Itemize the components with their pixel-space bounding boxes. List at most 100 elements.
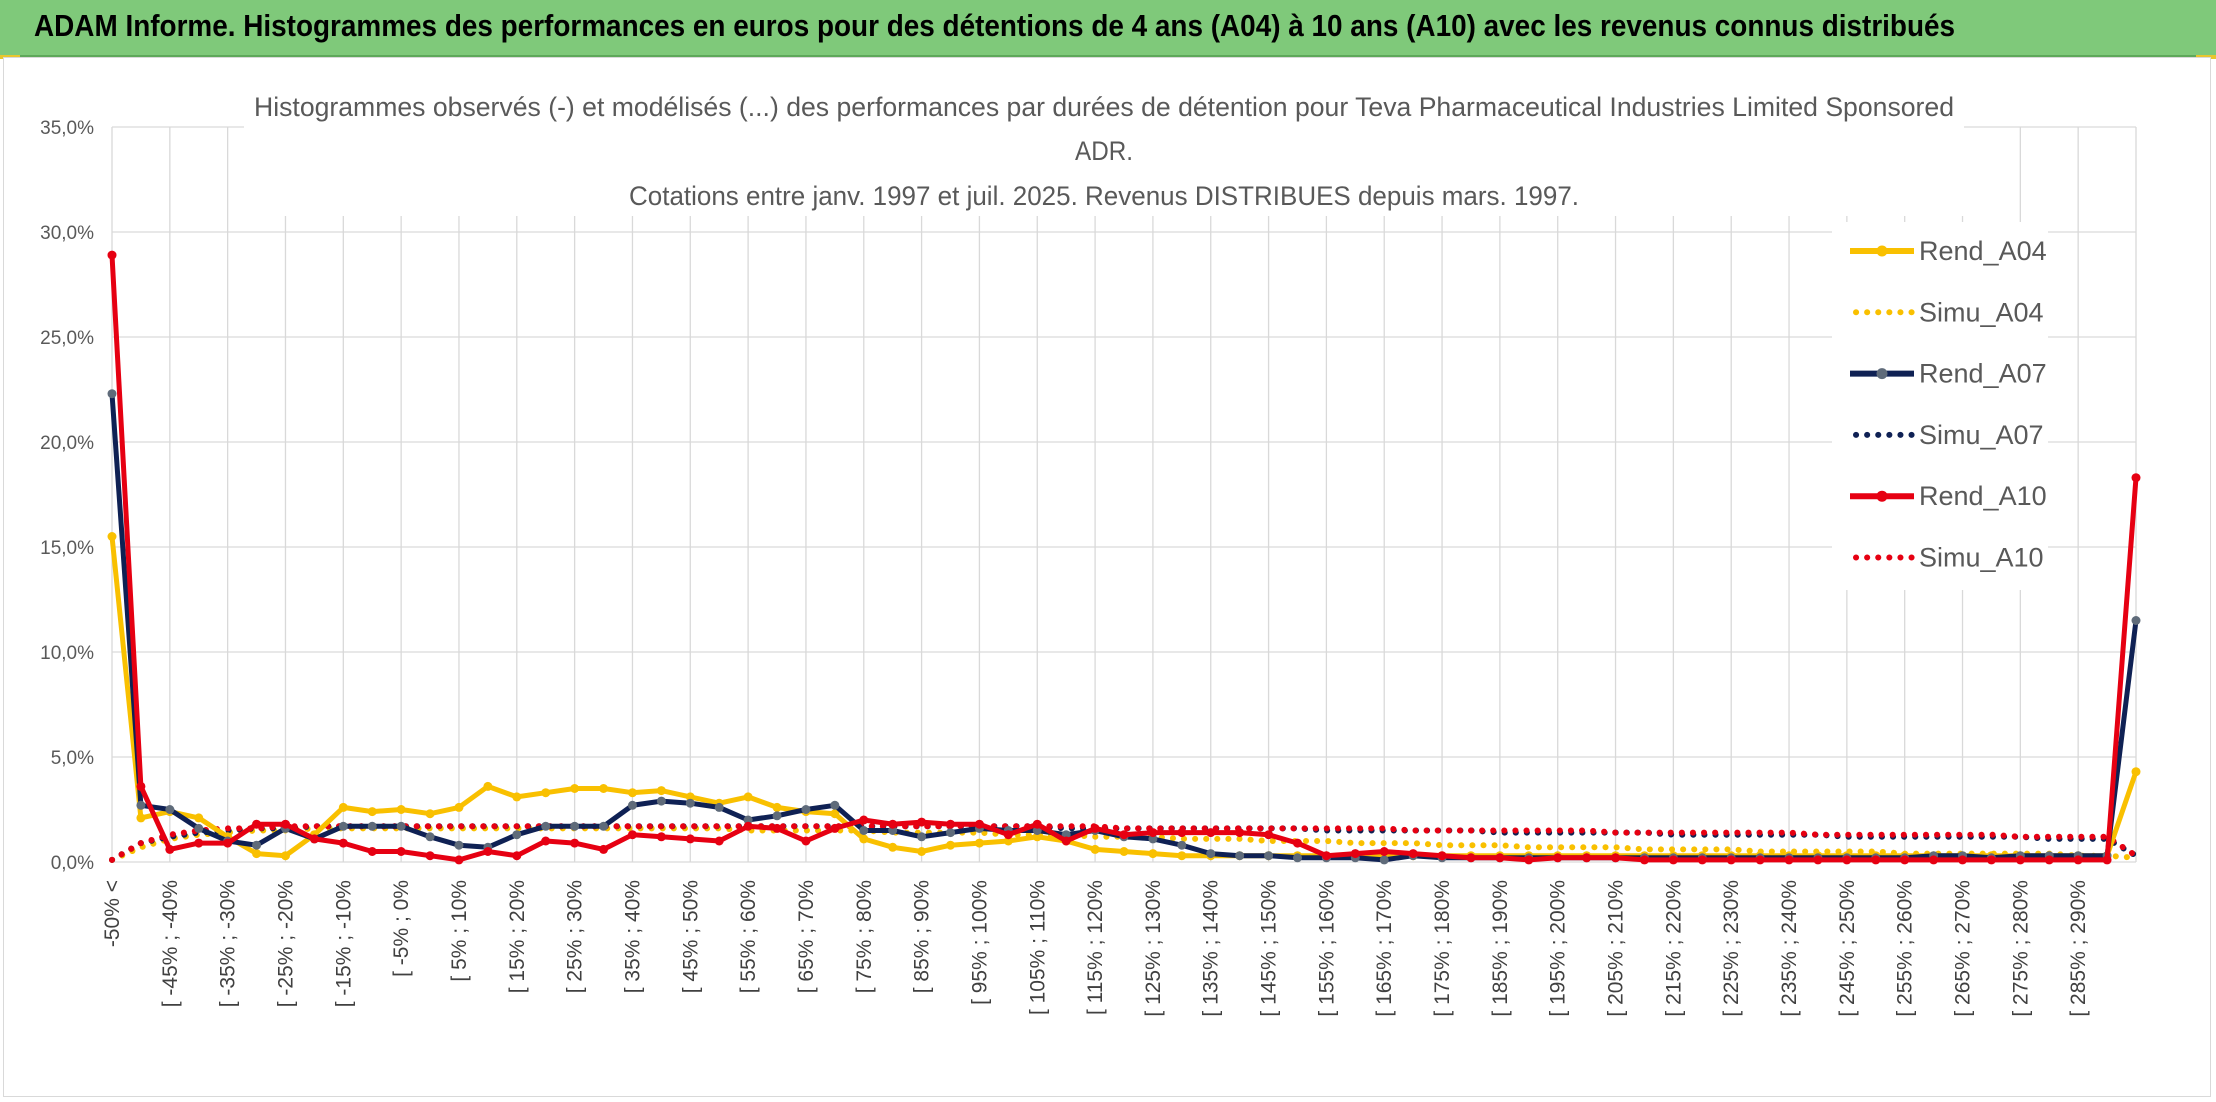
data-point xyxy=(859,815,869,825)
data-point xyxy=(859,826,869,835)
y-tick-label: 15,0% xyxy=(40,538,94,559)
data-point xyxy=(743,815,753,825)
data-point xyxy=(1639,855,1649,865)
legend[interactable]: Rend_A04 Simu_A04 Rend_A07 Simu_A07 Rend_A10… xyxy=(1832,222,2048,590)
title-background xyxy=(244,84,1964,216)
data-point xyxy=(1986,855,1996,865)
data-point xyxy=(974,838,984,848)
legend-label: Simu_A07 xyxy=(1919,420,2044,450)
data-point xyxy=(801,805,811,814)
data-point xyxy=(2073,855,2083,865)
x-tick-label: -50% < xyxy=(101,880,124,947)
data-point xyxy=(1032,819,1042,829)
x-tick-label: [ 285% ; 290% xyxy=(2067,880,2090,1017)
x-tick-label: [ 35% ; 40% xyxy=(621,880,644,993)
data-point xyxy=(946,819,956,829)
data-point xyxy=(1119,847,1129,856)
x-tick-label: [ 155% ; 160% xyxy=(1315,880,1338,1017)
data-point xyxy=(541,788,551,798)
data-point xyxy=(338,838,348,848)
data-point xyxy=(280,851,290,861)
data-point xyxy=(136,800,146,810)
data-point xyxy=(223,838,233,848)
legend-item-rend_a10[interactable]: Rend_A10 xyxy=(1850,481,2047,511)
legend-item-rend_a04[interactable]: Rend_A04 xyxy=(1850,236,2047,266)
legend-label: Simu_A04 xyxy=(1919,297,2044,327)
data-point xyxy=(136,781,146,791)
data-point xyxy=(656,796,666,806)
legend-item-simu_a10[interactable]: Simu_A10 xyxy=(1853,543,2044,573)
data-point xyxy=(917,832,927,842)
x-tick-label: [ 65% ; 70% xyxy=(795,880,818,993)
data-point xyxy=(367,847,377,856)
series-line xyxy=(109,823,2139,863)
data-point xyxy=(483,847,493,856)
data-point xyxy=(714,802,724,812)
data-point xyxy=(1148,834,1158,844)
title-line: ADR. xyxy=(1075,136,1133,166)
data-point xyxy=(1119,830,1129,840)
data-point xyxy=(1264,830,1274,840)
data-point xyxy=(627,800,637,810)
data-point xyxy=(917,817,927,827)
x-tick-label: [ 265% ; 270% xyxy=(1952,880,1975,1017)
data-point xyxy=(454,855,464,865)
series-rend_a10 xyxy=(107,250,2141,865)
data-point xyxy=(714,836,724,846)
data-point xyxy=(830,823,840,833)
data-point xyxy=(627,830,637,840)
data-point xyxy=(252,819,262,829)
data-point xyxy=(685,792,695,802)
x-tick-label: [ -45% ; -40% xyxy=(159,880,182,1007)
data-point xyxy=(280,819,290,829)
data-point xyxy=(367,821,377,831)
grid xyxy=(111,126,2137,863)
x-tick-label: [ 215% ; 220% xyxy=(1662,880,1685,1017)
data-point xyxy=(2131,473,2141,483)
legend-item-simu_a04[interactable]: Simu_A04 xyxy=(1853,297,2044,327)
data-point xyxy=(136,813,146,823)
data-point xyxy=(1090,844,1100,854)
data-point xyxy=(743,792,753,802)
data-point xyxy=(772,802,782,812)
chart-title: Histogrammes observés (-) et modélisés (… xyxy=(244,84,1964,216)
data-point xyxy=(194,813,204,823)
data-point xyxy=(338,821,348,831)
data-point xyxy=(656,832,666,842)
data-point xyxy=(1206,828,1216,838)
legend-item-simu_a07[interactable]: Simu_A07 xyxy=(1853,420,2044,450)
legend-label: Rend_A04 xyxy=(1919,236,2047,266)
data-point xyxy=(888,842,898,852)
data-point xyxy=(1264,851,1274,861)
data-point xyxy=(1148,849,1158,859)
data-point xyxy=(946,840,956,850)
x-tick-label: [ 25% ; 30% xyxy=(564,880,587,993)
data-point xyxy=(396,805,406,814)
y-axis-ticks: 0,0% 5,0% 10,0% 15,0% 20,0% 25,0% 30,0% 35,0% xyxy=(40,118,94,874)
data-point xyxy=(2044,855,2054,865)
y-tick-label: 5,0% xyxy=(51,748,94,769)
x-tick-label: [ -25% ; -20% xyxy=(274,880,297,1007)
data-point xyxy=(1235,828,1245,838)
x-tick-label: [ 15% ; 20% xyxy=(506,880,529,993)
data-point xyxy=(1611,853,1621,863)
banner-title: ADAM Informe. Histogrammes des performan… xyxy=(34,8,1956,43)
data-point xyxy=(1292,853,1302,863)
banner: ADAM Informe. Histogrammes des performan… xyxy=(0,0,2216,57)
y-tick-label: 35,0% xyxy=(40,118,94,139)
data-point xyxy=(859,834,869,844)
data-point xyxy=(685,834,695,844)
data-point xyxy=(801,836,811,846)
data-point xyxy=(570,838,580,848)
data-point xyxy=(1177,840,1187,850)
x-tick-label: [ 175% ; 180% xyxy=(1431,880,1454,1017)
legend-background xyxy=(1832,222,2048,590)
data-point xyxy=(367,807,377,817)
y-tick-label: 0,0% xyxy=(51,853,94,874)
data-point xyxy=(107,250,117,260)
legend-label: Rend_A10 xyxy=(1919,481,2047,511)
data-point xyxy=(1003,830,1013,840)
data-point xyxy=(1148,828,1158,838)
legend-item-rend_a07[interactable]: Rend_A07 xyxy=(1850,359,2047,389)
data-point xyxy=(599,821,609,831)
